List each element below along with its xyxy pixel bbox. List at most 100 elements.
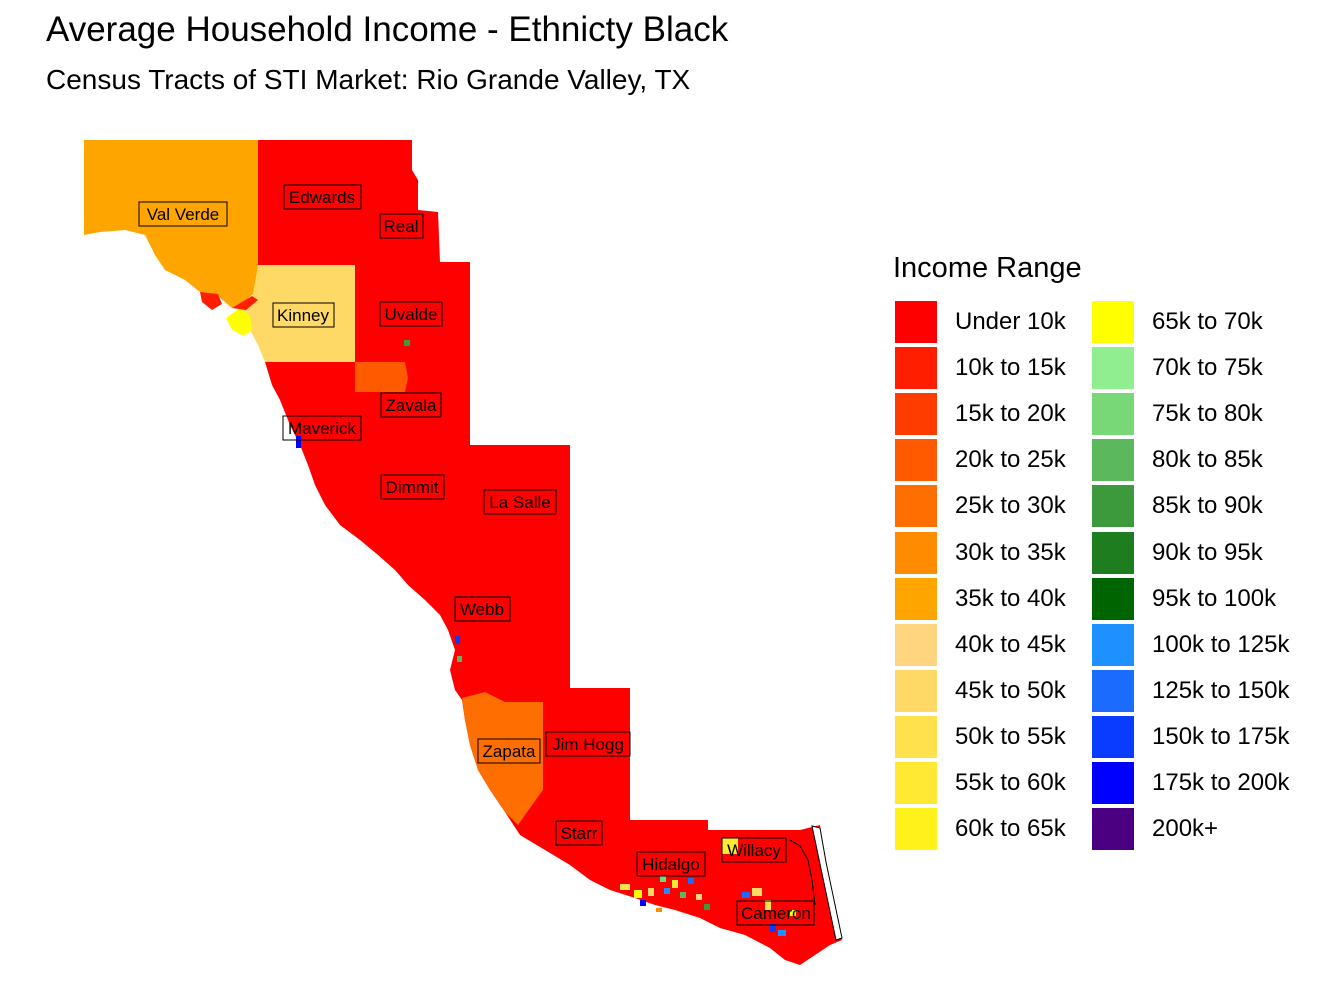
label-edwards: Edwards (283, 184, 362, 210)
county-zapata (462, 692, 543, 825)
legend-label: 150k to 175k (1152, 722, 1290, 750)
legend-item: 150k to 175k (1092, 715, 1292, 760)
tract-uvalde-green (404, 340, 410, 346)
legend-item: 25k to 30k (895, 485, 1095, 529)
legend-label: 85k to 90k (1152, 492, 1263, 520)
label-val-verde: Val Verde (138, 201, 228, 227)
legend-swatch (1092, 439, 1134, 482)
legend-swatch (1092, 347, 1134, 390)
tract-yellow-delrio (226, 308, 252, 336)
label-real: Real (379, 213, 424, 239)
legend-item: Under 10k (895, 301, 1095, 345)
tract-speckles (620, 876, 796, 936)
svg-text:Willacy: Willacy (727, 841, 781, 860)
map-subtitle: Census Tracts of STI Market: Rio Grande … (46, 64, 691, 95)
legend-label: 20k to 25k (955, 446, 1066, 474)
legend-item: 55k to 60k (895, 762, 1095, 806)
legend-label: Under 10k (955, 308, 1066, 335)
legend-item: 65k to 70k (1092, 301, 1292, 345)
label-starr: Starr (555, 820, 603, 846)
tract-red-delrio (200, 292, 222, 310)
label-webb: Webb (454, 596, 511, 622)
legend-swatch (895, 715, 937, 758)
legend-swatch (1092, 808, 1134, 851)
legend-item: 80k to 85k (1092, 439, 1292, 483)
svg-text:Zavala: Zavala (385, 396, 437, 415)
legend-label: 65k to 70k (1152, 308, 1263, 335)
label-kinney: Kinney (272, 302, 335, 328)
legend-swatch (895, 808, 937, 851)
county-southern-red-block (265, 362, 842, 965)
legend-item: 75k to 80k (1092, 393, 1292, 437)
legend-item: 15k to 20k (895, 393, 1095, 437)
legend-swatch (895, 669, 937, 712)
legend-item: 200k+ (1092, 808, 1292, 852)
svg-text:Maverick: Maverick (288, 419, 357, 438)
coastal-lagoon-outline (789, 839, 816, 906)
county-val-verde (84, 140, 258, 308)
svg-text:Kinney: Kinney (277, 306, 329, 325)
legend-label: 125k to 150k (1152, 676, 1290, 704)
legend-item: 60k to 65k (895, 808, 1095, 852)
legend-swatch (1092, 531, 1134, 574)
barrier-island (811, 825, 843, 941)
legend-label: 25k to 30k (955, 492, 1066, 520)
tract-maverick-blue (296, 436, 301, 448)
legend-swatch (895, 301, 937, 343)
label-dimmit: Dimmit (380, 474, 445, 500)
label-willacy: Willacy (721, 837, 787, 863)
legend-label: 50k to 55k (955, 722, 1066, 750)
legend-swatch (1092, 485, 1134, 528)
legend-item: 90k to 95k (1092, 531, 1292, 576)
svg-text:Cameron: Cameron (741, 904, 811, 923)
legend-swatch (895, 485, 937, 528)
label-uvalde: Uvalde (379, 301, 443, 327)
legend-item: 40k to 45k (895, 623, 1095, 668)
label-cameron: Cameron (736, 900, 815, 926)
legend-item: 20k to 25k (895, 439, 1095, 483)
legend-item: 70k to 75k (1092, 347, 1292, 391)
legend-label: 70k to 75k (1152, 354, 1263, 382)
legend-label: 55k to 60k (955, 769, 1066, 796)
legend-item: 35k to 40k (895, 577, 1095, 622)
svg-text:Dimmit: Dimmit (386, 478, 439, 497)
legend-label: 80k to 85k (1152, 446, 1263, 474)
svg-text:Real: Real (384, 217, 419, 236)
svg-text:Val Verde: Val Verde (147, 205, 219, 224)
legend-swatch (1092, 715, 1134, 758)
svg-text:Hidalgo: Hidalgo (642, 855, 700, 874)
legend-swatch (895, 347, 937, 390)
svg-text:La Salle: La Salle (489, 493, 550, 512)
legend-item: 95k to 100k (1092, 577, 1292, 622)
legend-label: 75k to 80k (1152, 400, 1263, 428)
legend-label: 15k to 20k (955, 400, 1066, 428)
legend-item: 85k to 90k (1092, 485, 1292, 529)
svg-text:Starr: Starr (561, 824, 598, 843)
county-kinney (238, 265, 355, 362)
label-jim-hogg: Jim Hogg (545, 731, 631, 757)
legend-label: 35k to 40k (955, 584, 1066, 612)
legend-label: 30k to 35k (955, 538, 1066, 566)
svg-text:Jim Hogg: Jim Hogg (552, 735, 624, 754)
legend-label: 200k+ (1152, 815, 1219, 843)
svg-text:Edwards: Edwards (289, 188, 355, 207)
legend-item: 30k to 35k (895, 531, 1095, 576)
legend-label: 175k to 200k (1152, 769, 1290, 796)
tract-red-delrio-2 (232, 296, 258, 310)
tract-webb-blue (455, 636, 460, 644)
legend: Under 10k 10k to 15k 15k to 20k 20k to 25k 2… (895, 301, 1335, 861)
choropleth-map: Val Verde Edwards Real Kinney Uvalde Zav… (84, 140, 843, 965)
legend-title: Income Range (893, 252, 1082, 284)
tract-webb-green (457, 656, 462, 662)
label-zavala: Zavala (380, 392, 442, 418)
legend-label: 100k to 125k (1152, 630, 1290, 658)
legend-item: 100k to 125k (1092, 623, 1292, 668)
legend-swatch (1092, 393, 1134, 436)
tract-zavala-orange (355, 362, 408, 392)
legend-item: 50k to 55k (895, 715, 1095, 760)
legend-swatch (895, 623, 937, 666)
label-hidalgo: Hidalgo (636, 851, 706, 877)
map-title: Average Household Income - Ethnicty Blac… (46, 10, 729, 49)
svg-text:Webb: Webb (460, 600, 504, 619)
label-zapata: Zapata (477, 738, 541, 764)
